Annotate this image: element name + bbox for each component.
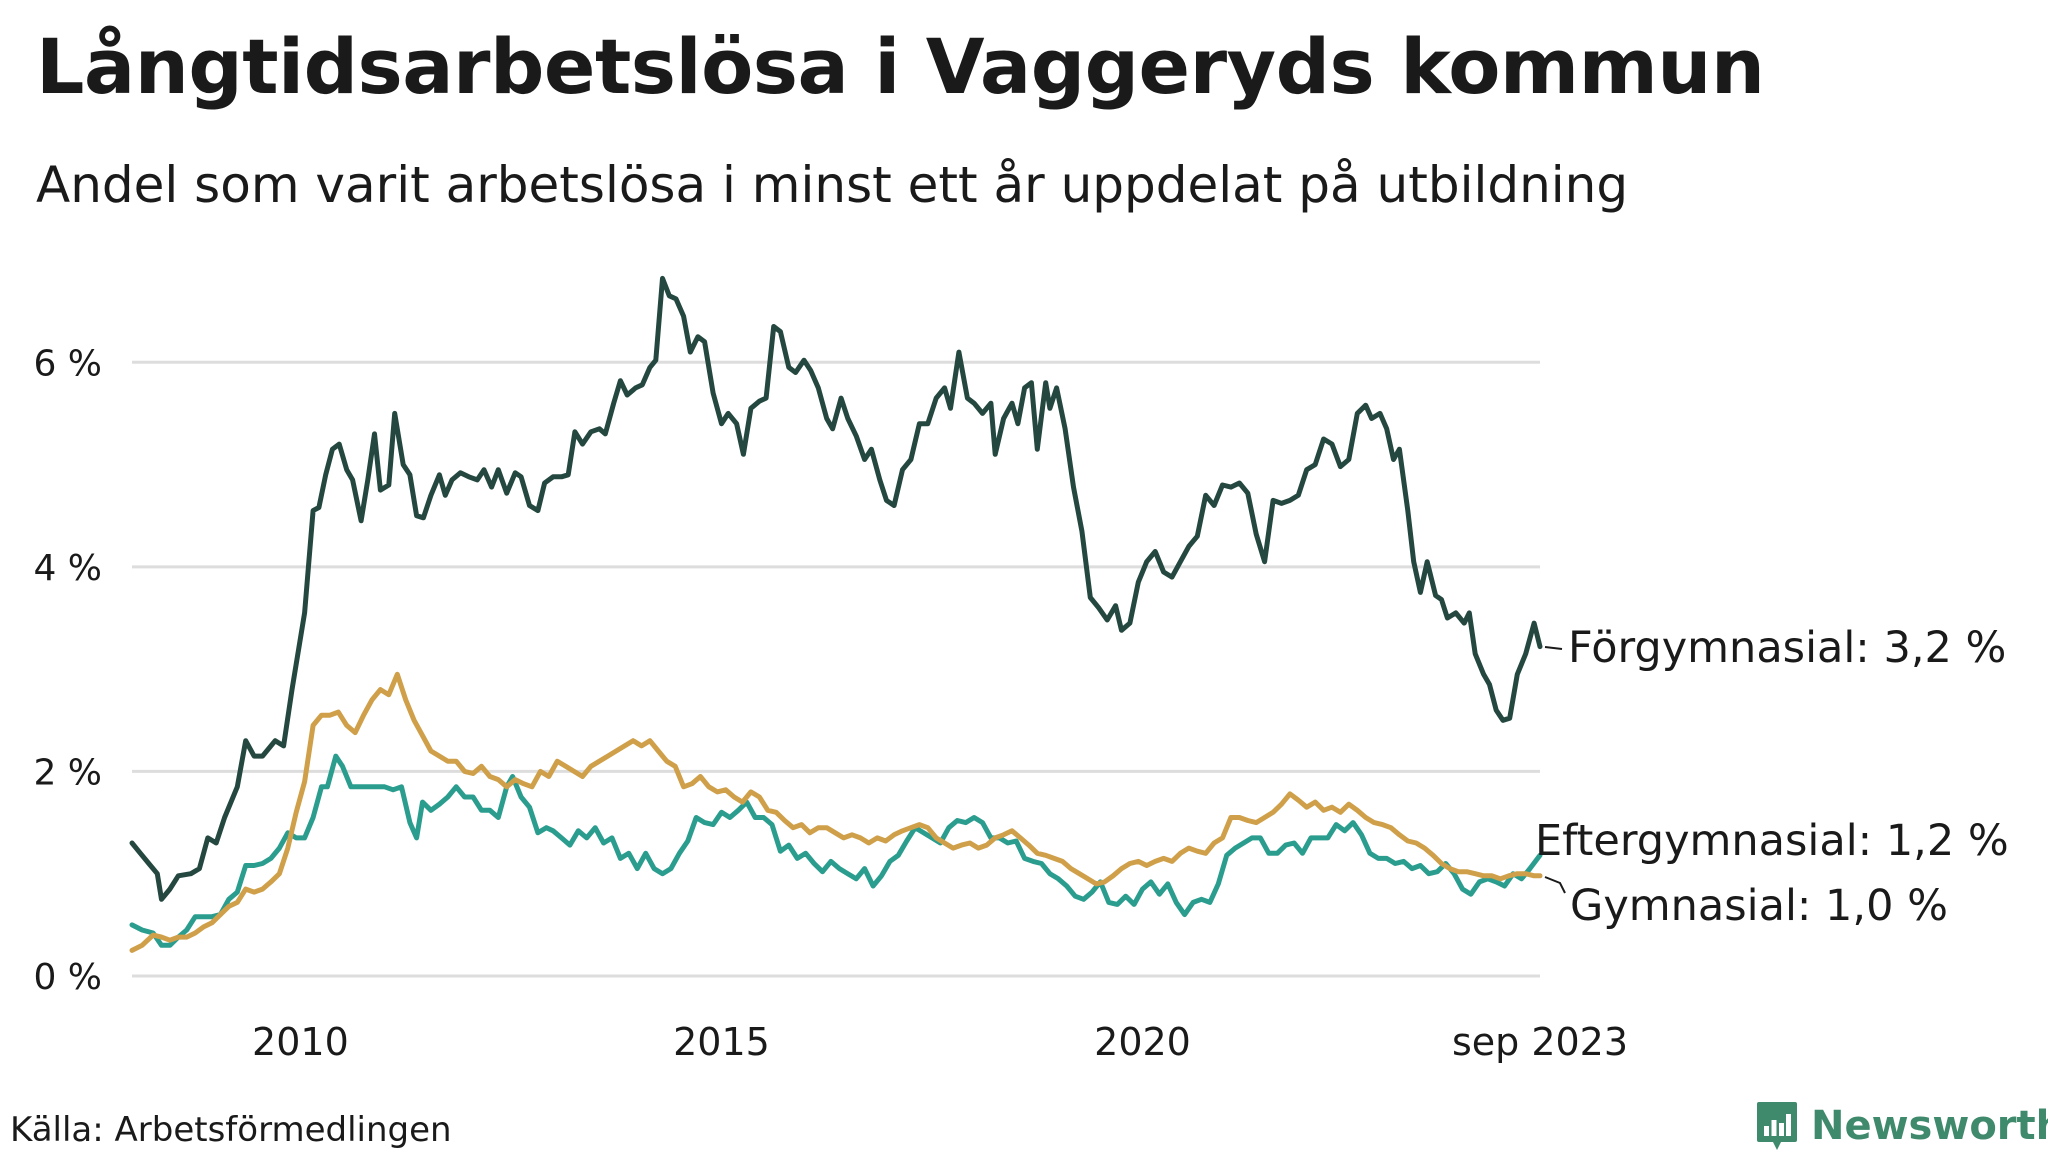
series-line-gymnasial (129, 671, 1543, 953)
y-tick-label: 0 % (33, 957, 102, 998)
y-tick-label: 2 % (33, 752, 102, 793)
x-tick-label: sep 2023 (1452, 1020, 1628, 1064)
brand-logo[interactable]: Newsworthy (1755, 1100, 2048, 1152)
x-axis-ticks: 2010 2015 2020 sep 2023 (252, 1020, 1628, 1064)
x-tick-label: 2010 (252, 1020, 349, 1064)
series-label-eftergymnasial: Eftergymnasial: 1,2 % (1535, 816, 2009, 866)
chart-subtitle: Andel som varit arbetslösa i minst ett å… (36, 156, 1629, 214)
grid-lines (132, 360, 1540, 978)
x-tick-label: 2020 (1094, 1020, 1191, 1064)
y-tick-label: 6 % (33, 343, 102, 384)
series-label-gymnasial: Gymnasial: 1,0 % (1570, 881, 1948, 931)
chart-title: Långtidsarbetslösa i Vaggeryds kommun (36, 22, 1765, 111)
source-note: Källa: Arbetsförmedlingen (10, 1110, 452, 1150)
x-tick-label: 2015 (673, 1020, 770, 1064)
series-line-förgymnasial (129, 275, 1543, 902)
brand-name: Newsworthy (1811, 1103, 2048, 1149)
series-lines (129, 275, 1543, 953)
leader-line-gymnasial (1544, 876, 1566, 894)
y-axis-ticks: 0 % 2 % 4 % 6 % (33, 343, 102, 998)
y-tick-label: 4 % (33, 548, 102, 589)
series-label-förgymnasial: Förgymnasial: 3,2 % (1568, 623, 2006, 673)
series-line-eftergymnasial (129, 753, 1543, 948)
series-end-labels: Förgymnasial: 3,2 % Eftergymnasial: 1,2 %… (1535, 623, 2009, 931)
newsworthy-logo-icon (1757, 1102, 1797, 1150)
leader-line-förgymnasial (1544, 646, 1563, 650)
